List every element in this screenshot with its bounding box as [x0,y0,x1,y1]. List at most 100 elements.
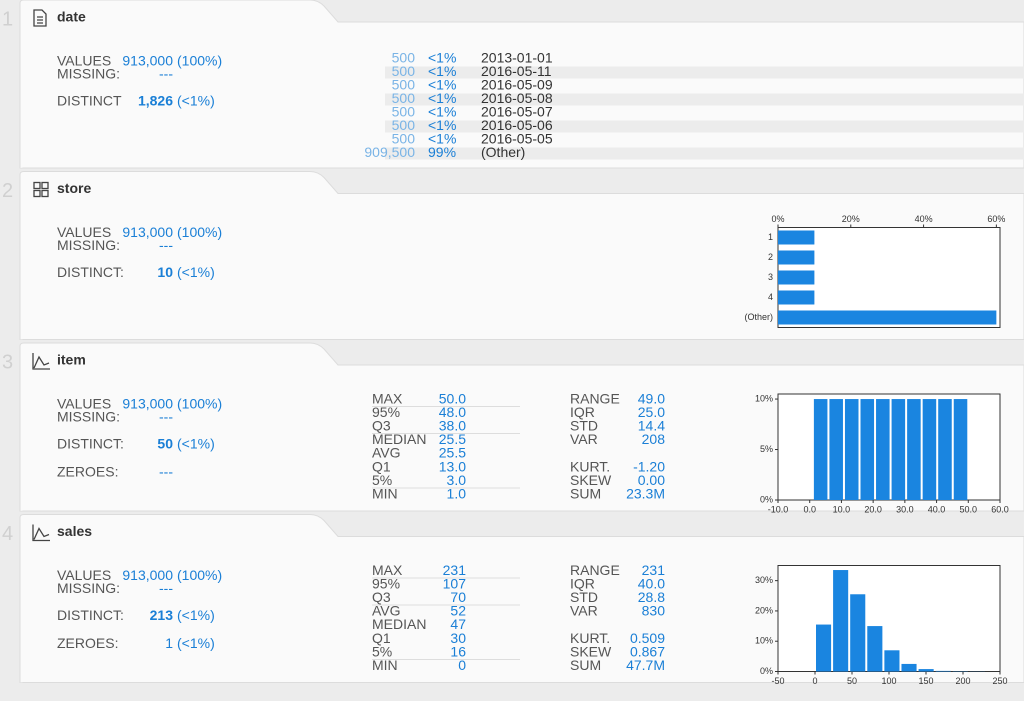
top-count: 909,500 [364,144,415,160]
stat-label: MISSING: [57,66,120,82]
column-index: 4 [2,523,13,545]
column-name: item [57,352,86,368]
column-name: date [57,9,86,25]
quantile-value: 208 [642,431,666,447]
stat-value: --- [159,237,173,253]
bar [778,291,814,305]
x-tick-label: 200 [955,676,970,686]
y-tick-label: 10% [755,636,773,646]
y-tick-label: 5% [760,444,773,454]
x-tick-label: 150 [918,676,933,686]
y-tick-label: 30% [755,575,773,585]
x-tick-label: 250 [992,676,1007,686]
stat-value: 213 [150,607,174,623]
stat-value: --- [159,580,173,596]
stat-value: 10 [157,264,173,280]
y-tick-label: 3 [768,272,773,282]
quantile-label: VAR [570,431,598,447]
x-tick-label: 0.0 [803,504,816,514]
histogram-bar [833,570,848,671]
x-tick-label: 20.0 [864,504,882,514]
histogram-bar [867,626,882,671]
x-tick-label: 40.0 [928,504,946,514]
bar [778,311,996,325]
stat-label: ZEROES: [57,464,118,480]
histogram-bar [901,664,916,672]
stat-pct: (100%) [177,567,222,583]
x-tick-label: 60% [987,214,1005,224]
y-tick-label: 10% [755,393,773,403]
stat-pct: (<1%) [177,635,215,651]
top-pct: 99% [428,144,456,160]
histogram-bar [954,399,968,500]
stat-value: --- [159,66,173,82]
histogram-bar [907,399,921,500]
bar [778,271,814,285]
histogram-bar [938,399,952,500]
stat-label: MISSING: [57,237,120,253]
y-tick-label: 4 [768,292,773,302]
stat-label: ZEROES: [57,635,118,651]
stat-label: DISTINCT [57,93,122,109]
y-tick-label: 2 [768,252,773,262]
stat-pct: (100%) [177,396,222,412]
histogram-bar [923,399,937,500]
stat-pct: (<1%) [177,264,215,280]
y-tick-label: (Other) [744,312,773,322]
stat-value: --- [159,409,173,425]
x-tick-label: 100 [881,676,896,686]
stat-value: 1 [165,635,173,651]
x-tick-label: 10.0 [833,504,851,514]
stat-label: MISSING: [57,409,120,425]
x-tick-label: 20% [842,214,860,224]
quantile-label: SUM [570,657,601,673]
y-tick-label: 0% [760,494,773,504]
x-tick-label: 0% [771,214,784,224]
x-tick-label: -10.0 [768,504,789,514]
stat-pct: (100%) [177,53,222,69]
y-tick-label: 20% [755,605,773,615]
histogram-bar [861,399,875,500]
stat-pct: (<1%) [177,93,215,109]
column-name: sales [57,523,92,539]
stat-label: DISTINCT: [57,264,124,280]
histogram-bar [829,399,843,500]
bar [778,251,814,265]
column-index: 1 [2,8,13,30]
stat-label: MISSING: [57,580,120,596]
x-tick-label: 60.0 [991,504,1009,514]
x-tick-label: 0 [812,676,817,686]
stat-pct: (<1%) [177,436,215,452]
histogram-bar [816,625,831,672]
histogram-bar [892,399,906,500]
histogram-bar [919,669,934,671]
x-tick-label: 40% [915,214,933,224]
stat-value: 50 [157,436,173,452]
quantile-value: 23.3M [626,486,665,502]
x-tick-label: 30.0 [896,504,914,514]
quantile-value: 830 [642,603,666,619]
stat-pct: (<1%) [177,607,215,623]
quantile-label: SUM [570,486,601,502]
stat-label: DISTINCT: [57,436,124,452]
column-name: store [57,180,91,196]
histogram-bar [814,399,828,500]
column-index: 2 [2,180,13,202]
x-tick-label: 50 [847,676,857,686]
stat-label: DISTINCT: [57,607,124,623]
bar [778,231,814,245]
column-index: 3 [2,351,13,373]
x-tick-label: -50 [771,676,784,686]
histogram-bar [936,671,951,672]
histogram-bar [884,650,899,671]
histogram-bar [850,594,865,671]
x-tick-label: 50.0 [960,504,978,514]
histogram-bar [876,399,890,500]
stat-value: 1,826 [138,93,173,109]
stat-pct: (100%) [177,224,222,240]
stat-value: --- [159,464,173,480]
